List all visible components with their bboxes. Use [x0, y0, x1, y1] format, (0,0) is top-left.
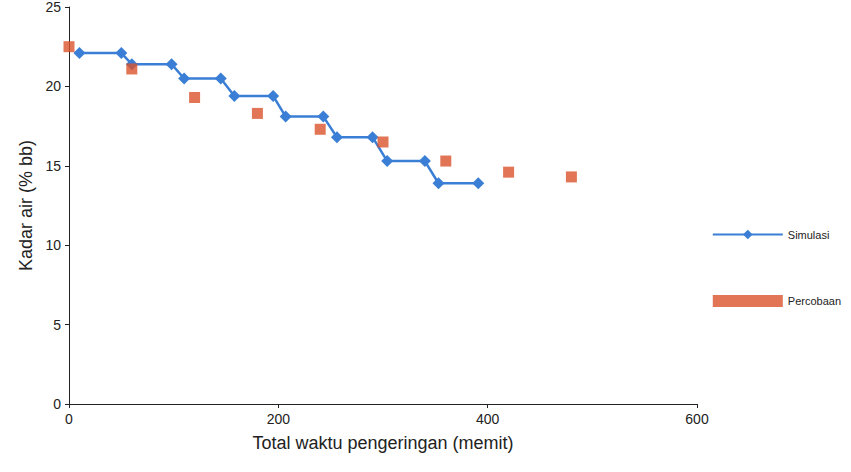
svg-text:0: 0: [65, 411, 73, 427]
svg-text:15: 15: [45, 158, 61, 174]
svg-text:5: 5: [53, 317, 61, 333]
svg-text:Simulasi: Simulasi: [788, 229, 830, 241]
svg-text:Total waktu pengeringan (memit: Total waktu pengeringan (memit): [252, 433, 513, 453]
svg-text:20: 20: [45, 78, 61, 94]
svg-text:400: 400: [476, 411, 500, 427]
svg-text:Percobaan: Percobaan: [788, 295, 841, 307]
svg-text:10: 10: [45, 237, 61, 253]
svg-text:Kadar air (% bb): Kadar air (% bb): [16, 140, 36, 271]
svg-text:200: 200: [267, 411, 291, 427]
svg-text:0: 0: [53, 396, 61, 412]
svg-text:600: 600: [685, 411, 709, 427]
svg-text:25: 25: [45, 0, 61, 15]
